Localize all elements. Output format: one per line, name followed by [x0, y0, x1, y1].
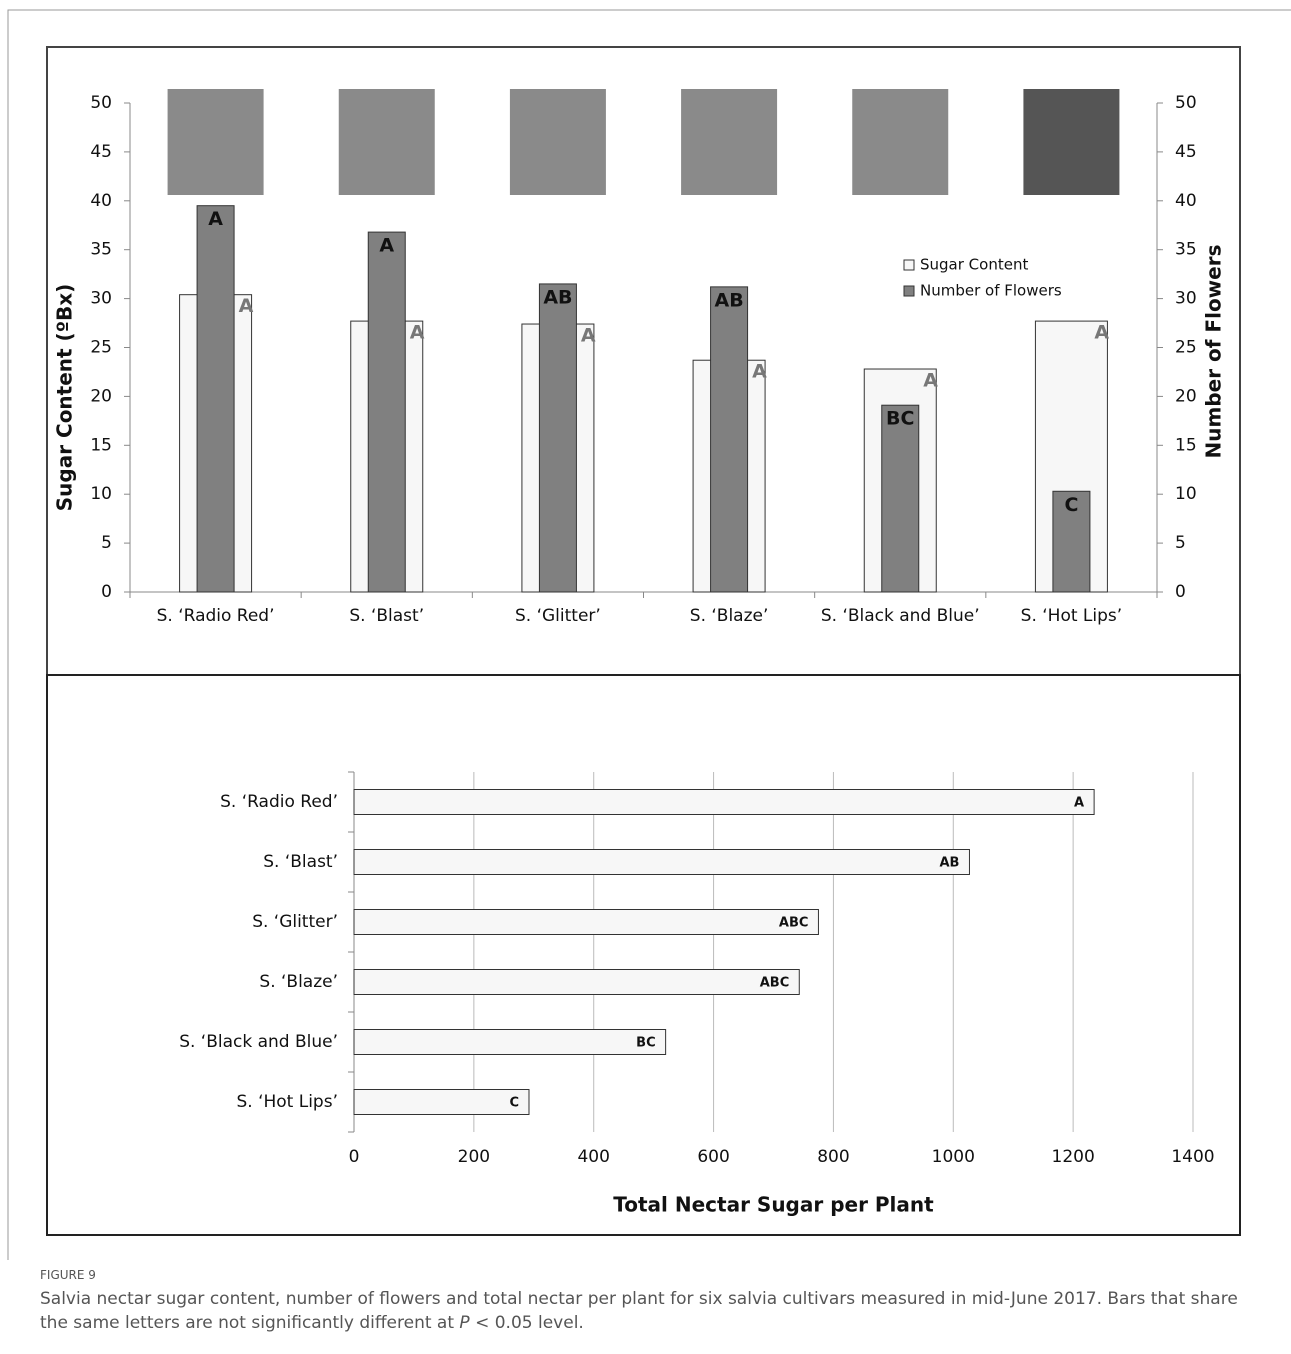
x-tick-label: 1200 — [1052, 1147, 1095, 1167]
y2-tick-label: 25 — [1175, 338, 1197, 358]
letter: BC — [886, 408, 914, 430]
letter: AB — [714, 289, 743, 311]
y2-tick-label: 10 — [1175, 484, 1197, 504]
x-tick-label: 200 — [458, 1147, 490, 1167]
letter: A — [1094, 322, 1109, 344]
y2-tick-label: 45 — [1175, 142, 1197, 162]
y-tick-label: S. ‘Black and Blue’ — [179, 1032, 338, 1052]
y-tick-label: 40 — [90, 191, 112, 211]
figure-label: FIGURE 9 — [40, 1268, 96, 1282]
x-tick-label: 0 — [349, 1147, 360, 1167]
y-tick-label: 35 — [90, 240, 112, 260]
bar — [539, 284, 576, 592]
y2-tick-label: 30 — [1175, 289, 1197, 309]
y2-tick-label: 5 — [1175, 533, 1186, 553]
y-tick-label: 0 — [101, 582, 112, 602]
y-tick-label: S. ‘Hot Lips’ — [236, 1092, 338, 1112]
legend-swatch — [904, 286, 914, 296]
letter: A — [581, 325, 596, 347]
letter: A — [752, 361, 767, 383]
x-tick-label: 1000 — [932, 1147, 975, 1167]
letter: A — [923, 370, 938, 392]
y2-tick-label: 50 — [1175, 93, 1197, 113]
bar — [354, 1090, 529, 1115]
y2-tick-label: 15 — [1175, 435, 1197, 455]
bar — [354, 910, 818, 935]
y-tick-label: 10 — [90, 484, 112, 504]
y-tick-label: 25 — [90, 338, 112, 358]
letter: ABC — [760, 976, 790, 991]
y2-tick-label: 0 — [1175, 582, 1186, 602]
photo — [339, 89, 435, 195]
letter: A — [239, 295, 254, 317]
legend-label: Number of Flowers — [920, 282, 1062, 300]
bar — [354, 790, 1094, 815]
x-tick-label: S. ‘Radio Red’ — [157, 606, 275, 626]
photo — [852, 89, 948, 195]
x-tick-label: S. ‘Hot Lips’ — [1021, 606, 1123, 626]
letter: A — [379, 235, 394, 257]
y2-tick-label: 35 — [1175, 240, 1197, 260]
y-tick-label: S. ‘Blaze’ — [259, 972, 338, 992]
letter: AB — [543, 286, 572, 308]
y2-axis-label: Number of Flowers — [1202, 245, 1226, 459]
x-tick-label: 600 — [697, 1147, 729, 1167]
y2-tick-label: 20 — [1175, 386, 1197, 406]
letter: C — [509, 1096, 519, 1111]
x-tick-label: S. ‘Blast’ — [349, 606, 424, 626]
y2-tick-label: 40 — [1175, 191, 1197, 211]
letter: ABC — [779, 916, 809, 931]
photo — [168, 89, 264, 195]
caption-text: Salvia nectar sugar content, number of f… — [40, 1289, 1238, 1333]
letter: A — [410, 322, 425, 344]
photo — [510, 89, 606, 195]
photo — [681, 89, 777, 195]
y-tick-label: S. ‘Glitter’ — [252, 912, 338, 932]
x-tick-label: S. ‘Blaze’ — [690, 606, 769, 626]
chart: 0 5 10 15 20 25 30 35 40 45 50 0 5 10 15 20 25 30 35 40 45 50… — [0, 0, 1291, 1260]
y-tick-label: 30 — [90, 289, 112, 309]
letter: A — [208, 208, 223, 230]
y-axis-label: Sugar Content (ºBx) — [53, 284, 77, 512]
legend-label: Sugar Content — [920, 256, 1028, 274]
caption-end: < 0.05 level. — [470, 1313, 584, 1333]
bar — [882, 405, 919, 592]
y-tick-label: S. ‘Blast’ — [263, 852, 338, 872]
y-tick-label: S. ‘Radio Red’ — [220, 792, 338, 812]
y-tick-label: 15 — [90, 435, 112, 455]
y-tick-label: 50 — [90, 93, 112, 113]
page-border — [8, 10, 1291, 1260]
photo — [1023, 89, 1119, 195]
y-tick-label: 20 — [90, 386, 112, 406]
figure: 0 5 10 15 20 25 30 35 40 45 50 0 5 10 15 20 25 30 35 40 45 50… — [0, 0, 1291, 1354]
bar — [354, 850, 969, 875]
y-tick-label: 5 — [101, 533, 112, 553]
caption: Salvia nectar sugar content, number of f… — [40, 1287, 1255, 1335]
bar — [354, 970, 799, 995]
x-tick-label: 800 — [817, 1147, 849, 1167]
bar — [711, 287, 748, 592]
letter: BC — [636, 1036, 655, 1051]
x-axis-label: Total Nectar Sugar per Plant — [613, 1193, 934, 1217]
bar — [368, 232, 405, 592]
y-tick-label: 45 — [90, 142, 112, 162]
x-tick-label: S. ‘Black and Blue’ — [821, 606, 980, 626]
letter: C — [1064, 494, 1078, 516]
bar — [354, 1030, 666, 1055]
legend-swatch — [904, 260, 914, 270]
letter: AB — [939, 856, 959, 871]
caption-italic: P — [459, 1313, 469, 1333]
bar — [197, 206, 234, 592]
x-tick-label: S. ‘Glitter’ — [515, 606, 601, 626]
letter: A — [1074, 796, 1084, 811]
x-tick-label: 400 — [577, 1147, 609, 1167]
x-tick-label: 1400 — [1171, 1147, 1214, 1167]
